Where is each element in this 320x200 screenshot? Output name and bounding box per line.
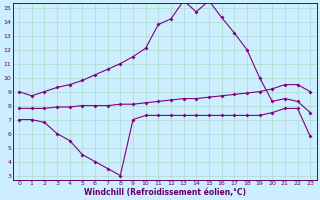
X-axis label: Windchill (Refroidissement éolien,°C): Windchill (Refroidissement éolien,°C) (84, 188, 246, 197)
